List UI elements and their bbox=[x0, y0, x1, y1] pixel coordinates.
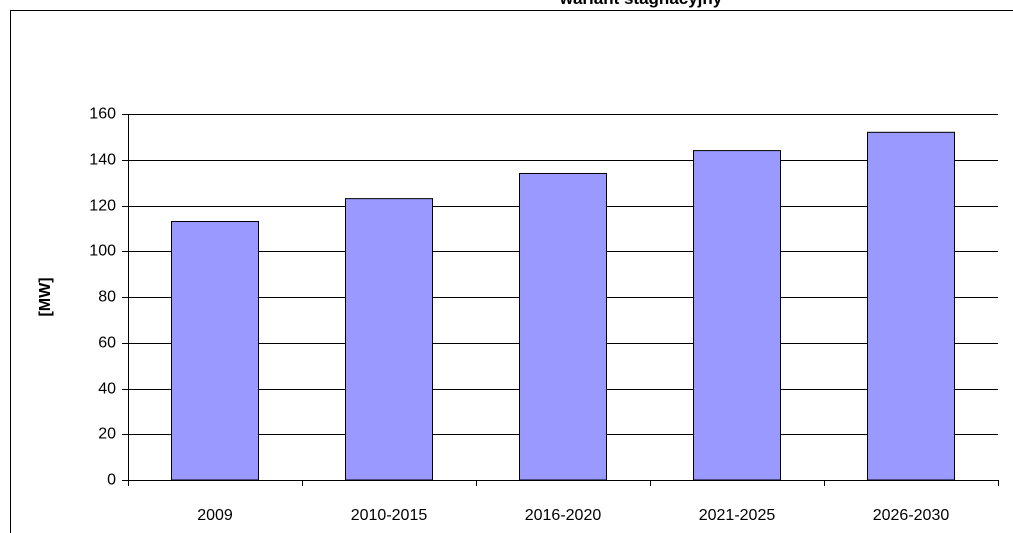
y-tick-label: 60 bbox=[98, 335, 116, 352]
y-tick-label: 120 bbox=[89, 198, 116, 215]
chart-frame bbox=[10, 10, 1013, 533]
y-tick-label: 100 bbox=[89, 243, 116, 260]
x-tick-label: 2010-2015 bbox=[351, 507, 428, 524]
x-tick-label: 2026-2030 bbox=[873, 507, 950, 524]
y-tick-label: 20 bbox=[98, 426, 116, 443]
y-tick-label: 140 bbox=[89, 152, 116, 169]
bar bbox=[693, 150, 781, 481]
y-tick-label: 160 bbox=[89, 106, 116, 123]
x-tick-label: 2021-2025 bbox=[699, 507, 776, 524]
y-tick-label: 80 bbox=[98, 289, 116, 306]
x-tick-label: 2016-2020 bbox=[525, 507, 602, 524]
y-axis-label: [MW] bbox=[37, 277, 54, 316]
bar bbox=[867, 131, 955, 481]
bar bbox=[519, 172, 607, 481]
y-tick-label: 0 bbox=[107, 472, 116, 489]
bar bbox=[171, 221, 259, 481]
bar bbox=[345, 198, 433, 481]
chart-title: wariant stagnacyjny bbox=[559, 0, 723, 8]
x-tick-label: 2009 bbox=[197, 507, 233, 524]
y-tick-label: 40 bbox=[98, 381, 116, 398]
